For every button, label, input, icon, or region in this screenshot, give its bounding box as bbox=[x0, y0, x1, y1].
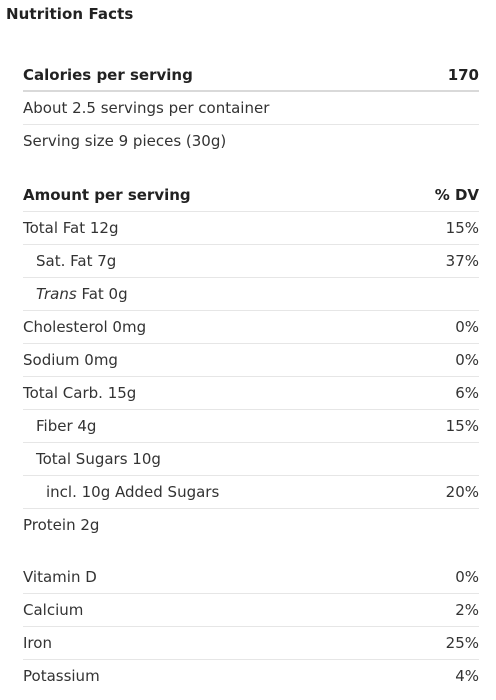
nutrient-dv: 0% bbox=[455, 318, 479, 336]
dv-header: % DV bbox=[434, 186, 479, 204]
serving-size: Serving size 9 pieces (30g) bbox=[23, 132, 227, 150]
panel-title: Nutrition Facts bbox=[6, 5, 134, 23]
nutrient-label: Sodium 0mg bbox=[23, 351, 118, 369]
nutrient-label: Total Sugars 10g bbox=[36, 450, 161, 468]
nutrient-dv: 15% bbox=[445, 417, 479, 435]
nutrient-row-sodium: Sodium 0mg 0% bbox=[23, 344, 479, 377]
nutrient-row-protein: Protein 2g bbox=[23, 509, 479, 542]
calories-row: Calories per serving 170 bbox=[23, 59, 479, 92]
vitamin-dv: 0% bbox=[455, 568, 479, 586]
nutrient-dv: 6% bbox=[455, 384, 479, 402]
nutrient-label: incl. 10g Added Sugars bbox=[46, 483, 220, 501]
serving-size-row: Serving size 9 pieces (30g) bbox=[23, 125, 479, 158]
servings-per-container: About 2.5 servings per container bbox=[23, 99, 270, 117]
nutrient-dv: 37% bbox=[445, 252, 479, 270]
nutrient-label: Protein 2g bbox=[23, 516, 100, 534]
vitamin-label: Calcium bbox=[23, 601, 84, 619]
nutrient-label: Total Fat 12g bbox=[23, 219, 119, 237]
vitamin-row-iron: Iron 25% bbox=[23, 627, 479, 660]
nutrient-row-total-carb: Total Carb. 15g 6% bbox=[23, 377, 479, 410]
nutrient-dv: 15% bbox=[445, 219, 479, 237]
amounts-section: Amount per serving % DV Total Fat 12g 15… bbox=[23, 179, 479, 542]
amounts-header-row: Amount per serving % DV bbox=[23, 179, 479, 212]
trans-italic-prefix: Trans bbox=[36, 285, 77, 303]
nutrient-row-sat-fat: Sat. Fat 7g 37% bbox=[23, 245, 479, 278]
calories-section: Calories per serving 170 About 2.5 servi… bbox=[23, 59, 479, 158]
calories-value: 170 bbox=[447, 66, 479, 84]
vitamin-label: Potassium bbox=[23, 667, 100, 685]
nutrient-row-cholesterol: Cholesterol 0mg 0% bbox=[23, 311, 479, 344]
nutrient-row-added-sugars: incl. 10g Added Sugars 20% bbox=[23, 476, 479, 509]
vitamin-dv: 2% bbox=[455, 601, 479, 619]
nutrient-row-fiber: Fiber 4g 15% bbox=[23, 410, 479, 443]
nutrient-dv: 0% bbox=[455, 351, 479, 369]
vitamins-section: Vitamin D 0% Calcium 2% Iron 25% Potassi… bbox=[23, 561, 479, 693]
nutrient-label: Total Carb. 15g bbox=[23, 384, 137, 402]
vitamin-label: Vitamin D bbox=[23, 568, 97, 586]
vitamin-row-potassium: Potassium 4% bbox=[23, 660, 479, 693]
calories-label: Calories per serving bbox=[23, 66, 193, 84]
nutrient-row-total-fat: Total Fat 12g 15% bbox=[23, 212, 479, 245]
nutrient-label: Fiber 4g bbox=[36, 417, 97, 435]
nutrient-row-trans-fat: Trans Fat 0g bbox=[23, 278, 479, 311]
nutrient-label: Cholesterol 0mg bbox=[23, 318, 147, 336]
servings-per-container-row: About 2.5 servings per container bbox=[23, 92, 479, 125]
nutrient-label: Sat. Fat 7g bbox=[36, 252, 117, 270]
nutrient-dv: 20% bbox=[445, 483, 479, 501]
vitamin-row-calcium: Calcium 2% bbox=[23, 594, 479, 627]
vitamin-label: Iron bbox=[23, 634, 52, 652]
nutrient-row-total-sugars: Total Sugars 10g bbox=[23, 443, 479, 476]
vitamin-row-d: Vitamin D 0% bbox=[23, 561, 479, 594]
trans-fat-text: Fat 0g bbox=[76, 285, 128, 303]
vitamin-dv: 25% bbox=[445, 634, 479, 652]
vitamin-dv: 4% bbox=[455, 667, 479, 685]
nutrient-label: Trans Fat 0g bbox=[36, 285, 128, 303]
amount-per-serving-label: Amount per serving bbox=[23, 186, 191, 204]
